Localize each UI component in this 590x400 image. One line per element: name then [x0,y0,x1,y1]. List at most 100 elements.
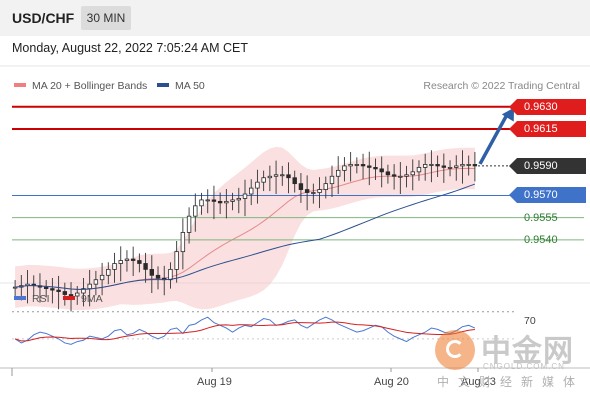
watermark: 中金网 CNGOLD.COM.CN 中文财经新媒体 [435,326,585,389]
ma50-line [15,183,476,290]
watermark-url: CNGOLD.COM.CN [483,362,565,371]
candle-body [267,175,273,179]
candle-body [93,279,99,285]
candle-body [416,166,422,173]
candle-body [199,199,204,207]
candle-body [217,200,223,204]
legend-label-rsi: RSI [32,293,50,305]
candle-body [56,289,61,292]
bollinger-band [15,146,475,311]
legend-label-ma50: MA 50 [175,80,205,92]
candle-body [106,268,111,276]
candle-body [273,174,279,177]
candle-body [62,291,68,295]
candle-body [242,193,248,199]
candle-body [143,263,148,270]
legend-swatch-ma20 [14,83,26,88]
candle-body [329,175,335,185]
candle-body [398,175,403,178]
candle-body [298,183,304,190]
candle-body [373,166,378,170]
candle-body [180,232,186,253]
candle-body [354,164,360,166]
level-label-0-9590: 0.9590 [509,157,586,174]
candle-body [249,187,254,195]
currency-pair-title: USD/CHF [12,10,75,26]
candle-body [68,294,74,297]
legend-label-ma20: MA 20 + Bollinger Bands [32,80,148,92]
watermark-brand: 中金网 [481,335,574,368]
candle-body [391,174,397,177]
candle-body [311,192,316,194]
candle-body [422,164,428,168]
legend-swatch-9ma [63,296,75,301]
candle-body [292,177,297,185]
candle-body [323,183,328,190]
legend-ma50: MA 50 [157,80,205,92]
candle-body [43,286,49,290]
legend-swatch-rsi [14,296,26,301]
candle-body [149,268,154,276]
level-label-0-9615: 0.9615 [509,120,586,137]
candle-body [124,258,130,261]
candle-body [410,171,415,176]
candle-body [255,181,260,189]
candle-body [286,174,291,179]
x-tick-aug19: Aug 19 [197,376,232,388]
timestamp: Monday, August 22, 2022 7:05:24 AM CET [12,41,249,55]
rsi-line [14,316,476,345]
candle-body [137,260,142,264]
candle-body [466,164,471,166]
level-label-0-9540: 0.9540 [524,233,558,246]
candle-body [236,198,241,201]
timeframe-button[interactable]: 30 MIN [81,6,131,30]
candle-body [75,292,80,297]
candle-body [348,164,353,167]
candle-body [205,199,210,202]
candle-body [404,174,409,177]
candle-body [304,189,310,193]
candle-body [335,169,341,177]
legend-rsi: RSI [14,293,50,305]
candle-body [429,164,434,166]
legend-9ma: 9MA [63,293,103,305]
rsi-level-label: 70 [524,315,536,327]
candle-body [435,164,440,167]
legend-label-9ma: 9MA [81,293,103,305]
research-credit: Research © 2022 Trading Central [423,80,580,92]
x-tick-aug20: Aug 20 [374,376,409,388]
x-tick-aug23: Aug 23 [461,376,496,388]
candle-body [87,283,92,290]
rsi-9ma-line [14,321,475,342]
candle-body [472,164,478,167]
candle-body [174,251,179,270]
chart-header: USD/CHF 30 MIN [0,0,590,36]
legend-swatch-ma50 [157,83,169,88]
level-label-0-9630: 0.9630 [509,98,586,115]
candle-body [454,165,459,168]
candle-body [193,205,198,217]
candle-body [441,165,447,168]
candle-body [460,164,465,167]
candle-body [224,200,229,204]
level-label-0-9555: 0.9555 [524,211,558,224]
candle-body [130,258,136,261]
candle-body [261,177,266,183]
candle-body [280,174,285,177]
candle-body [230,199,235,202]
candle-body [342,165,347,171]
candle-body [367,165,372,168]
candle-body [317,189,322,193]
candle-body [99,274,105,281]
watermark-tagline: 中文财经新媒体 [437,375,585,389]
candle-body [379,168,384,173]
legend-ma20-bollinger: MA 20 + Bollinger Bands [14,80,147,92]
candle-body [186,215,192,233]
candle-body [81,288,86,294]
candle-body [211,199,217,202]
candle-body [385,171,391,176]
candle-body [118,260,123,264]
candle-body [447,166,453,169]
